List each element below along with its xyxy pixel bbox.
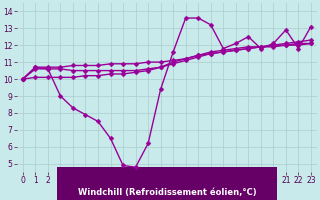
X-axis label: Windchill (Refroidissement éolien,°C): Windchill (Refroidissement éolien,°C)	[77, 188, 256, 197]
